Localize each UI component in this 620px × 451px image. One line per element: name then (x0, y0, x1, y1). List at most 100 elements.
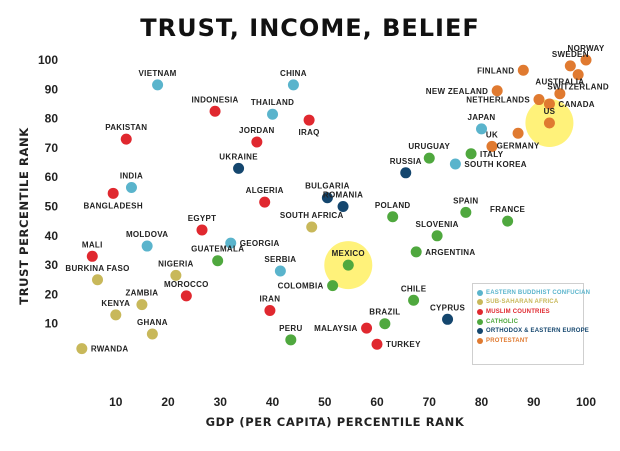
point-label: PAKISTAN (105, 123, 147, 132)
data-point (107, 187, 119, 199)
x-tick-label: 60 (370, 395, 384, 409)
data-point (337, 201, 349, 212)
data-point (543, 117, 555, 129)
point-label: ITALY (480, 150, 504, 159)
x-tick-label: 100 (576, 395, 596, 409)
data-point (327, 280, 339, 292)
point-label: CHILE (401, 284, 427, 293)
point-label: SOUTH AFRICA (280, 211, 344, 220)
point-label: URUGUAY (408, 142, 450, 151)
data-point (400, 167, 412, 179)
data-point (580, 54, 592, 66)
legend-item: SUB-SAHARAN AFRICA (477, 298, 583, 308)
x-tick-label: 70 (423, 395, 437, 409)
chart-title: TRUST, INCOME, BELIEF (140, 14, 480, 42)
y-tick-label: 100 (38, 53, 58, 67)
data-point (120, 133, 132, 145)
point-label: NIGERIA (158, 259, 193, 268)
point-label: TURKEY (386, 340, 421, 349)
point-label: VIETNAM (139, 69, 177, 78)
point-label: FRANCE (490, 205, 525, 214)
point-label: BURKINA FASO (65, 264, 129, 273)
point-label: MALAYSIA (314, 324, 357, 333)
point-label: CANADA (558, 100, 594, 109)
point-label: RUSSIA (390, 157, 422, 166)
point-label: THAILAND (251, 98, 294, 107)
data-point (533, 94, 545, 106)
point-label: US (544, 107, 556, 116)
y-axis-label: TRUST PERCENTILE RANK (17, 127, 31, 305)
point-label: UKRAINE (219, 152, 258, 161)
data-point (476, 123, 488, 135)
legend-label: PROTESTANT (486, 337, 529, 344)
data-point (554, 88, 566, 100)
legend-label: EASTERN BUDDHIST CONFUCIAN (486, 289, 591, 296)
point-label: JAPAN (467, 113, 495, 122)
data-point (486, 140, 498, 152)
legend-label: ORTHODOX & EASTERN EUROPE (486, 328, 590, 335)
point-label: ALGERIA (246, 186, 284, 195)
data-point (180, 290, 192, 302)
data-point (152, 79, 164, 91)
y-tick-label: 70 (45, 141, 59, 155)
data-point (306, 221, 318, 233)
data-point (76, 343, 88, 355)
data-point (342, 259, 354, 271)
data-point (267, 108, 279, 120)
point-label: COLOMBIA (278, 282, 324, 291)
data-point (361, 322, 373, 334)
point-label: IRAQ (299, 128, 320, 137)
point-label: UK (486, 130, 498, 139)
data-point (491, 85, 503, 97)
data-point (209, 105, 221, 117)
data-point (387, 211, 399, 223)
point-label: CHINA (280, 69, 307, 78)
point-label: NETHERLANDS (466, 96, 530, 105)
point-label: BRAZIL (369, 308, 400, 317)
point-label: SWEDEN (552, 50, 589, 59)
data-point (225, 237, 237, 249)
legend-item: PROTESTANT (477, 336, 583, 346)
y-tick-label: 10 (45, 317, 59, 331)
point-label: RWANDA (91, 345, 129, 354)
x-tick-label: 20 (161, 395, 175, 409)
point-label: BANGLADESH (83, 201, 142, 210)
points-layer (76, 54, 592, 355)
x-tick-label: 80 (475, 395, 489, 409)
data-point (146, 328, 158, 340)
data-point (259, 196, 271, 208)
x-tick-label: 10 (109, 395, 123, 409)
point-label: AUSTRALIA (535, 78, 584, 87)
legend-swatch (477, 337, 483, 344)
x-tick-label: 30 (214, 395, 228, 409)
y-tick-label: 60 (45, 170, 59, 184)
y-tick-label: 20 (45, 287, 59, 301)
point-label: SPAIN (453, 196, 478, 205)
axes: 10 20 30 40 50 60 70 80 90 100 10 20 30 40 50 60 70 80 90 1… (38, 53, 596, 409)
data-point (371, 338, 383, 350)
data-point (408, 294, 420, 306)
y-tick-label: 40 (45, 229, 59, 243)
data-point (233, 162, 245, 174)
data-point (442, 313, 454, 325)
data-point (512, 127, 524, 139)
legend-item: CATHOLIC (477, 317, 583, 327)
legend-item: ORTHODOX & EASTERN EUROPE (477, 326, 589, 336)
y-tick-label: 80 (45, 112, 59, 126)
legend-label: CATHOLIC (486, 318, 519, 325)
point-label: ROMANIA (323, 191, 363, 200)
legend: EASTERN BUDDHIST CONFUCIAN SUB-SAHARAN AF… (472, 283, 590, 365)
legend-swatch (477, 299, 483, 306)
point-label: INDIA (120, 171, 143, 180)
point-label: BULGARIA (305, 182, 350, 191)
data-point (564, 60, 576, 72)
legend-item: MUSLIM COUNTRIES (477, 307, 583, 317)
point-label: NORWAY (568, 44, 605, 53)
point-label: KENYA (101, 299, 130, 308)
data-point (303, 114, 315, 126)
point-label: MOROCCO (164, 280, 209, 289)
point-label: GUATEMALA (191, 245, 244, 254)
legend-label: MUSLIM COUNTRIES (486, 308, 550, 315)
y-tick-label: 30 (45, 258, 59, 272)
